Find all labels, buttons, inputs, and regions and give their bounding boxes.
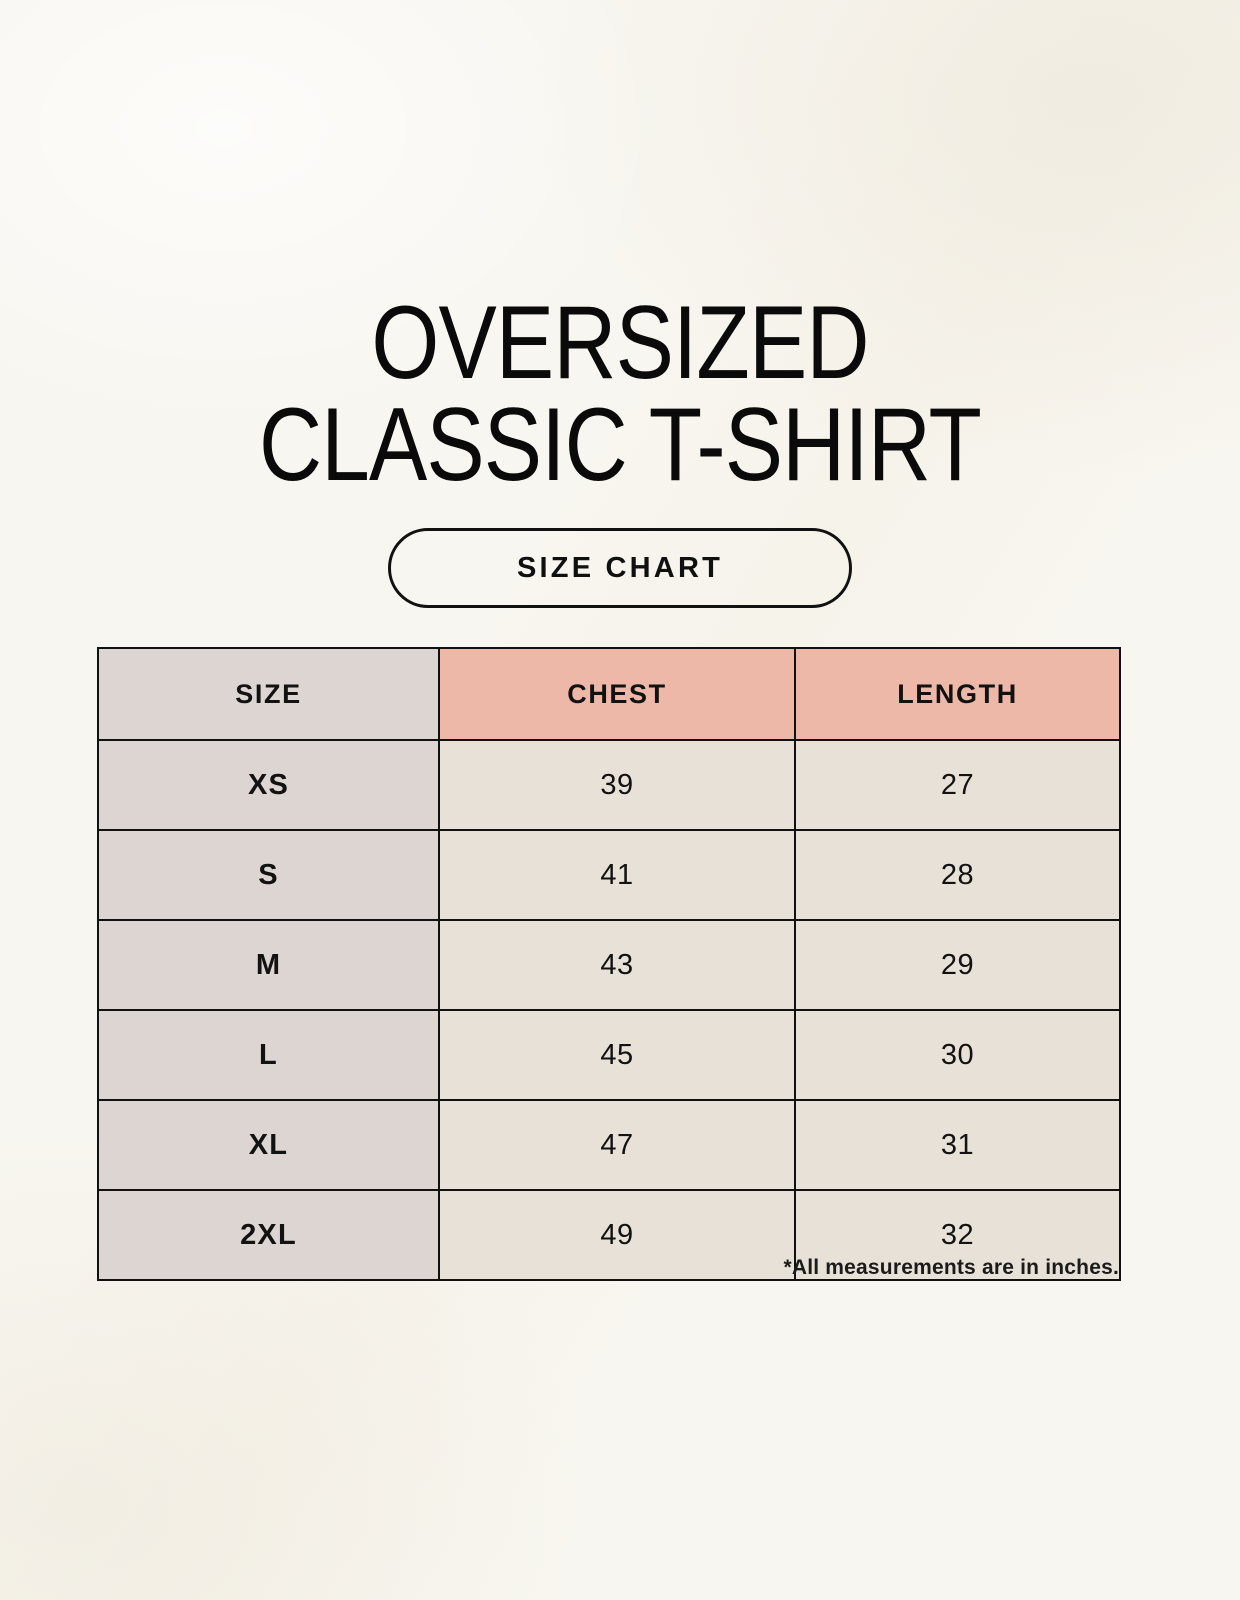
cell-length: 27 [794, 739, 1121, 831]
cell-chest: 47 [438, 1099, 796, 1191]
cell-length: 31 [794, 1099, 1121, 1191]
measurement-footnote: *All measurements are in inches. [783, 1256, 1119, 1279]
page-title: OVERSIZED CLASSIC T-SHIRT [0, 285, 1240, 503]
cell-chest: 43 [438, 919, 796, 1011]
cell-chest: 45 [438, 1009, 796, 1101]
column-header-chest: CHEST [438, 647, 796, 741]
cell-chest: 39 [438, 739, 796, 831]
cell-size: S [97, 829, 440, 921]
cell-size: 2XL [97, 1189, 440, 1281]
column-header-size: SIZE [97, 647, 440, 741]
cell-length: 30 [794, 1009, 1121, 1101]
badge-container: SIZE CHART [0, 528, 1240, 608]
size-table: SIZE CHEST LENGTH XS 39 27 S 41 28 M [97, 647, 1121, 1281]
size-table-body: XS 39 27 S 41 28 M 43 29 L 45 30 [97, 739, 1121, 1281]
table-row: M 43 29 [97, 919, 1121, 1011]
cell-size: M [97, 919, 440, 1011]
size-table-header: SIZE CHEST LENGTH [97, 647, 1121, 741]
table-row: XS 39 27 [97, 739, 1121, 831]
cell-chest: 49 [438, 1189, 796, 1281]
title-line-2: CLASSIC T-SHIRT [258, 386, 982, 503]
size-chart-badge: SIZE CHART [388, 528, 852, 608]
cell-size: XL [97, 1099, 440, 1191]
table-row: XL 47 31 [97, 1099, 1121, 1191]
cell-chest: 41 [438, 829, 796, 921]
title-line-1: OVERSIZED [371, 285, 869, 401]
cell-length: 28 [794, 829, 1121, 921]
cell-size: L [97, 1009, 440, 1101]
cell-length: 32 [794, 1189, 1121, 1281]
cell-size: XS [97, 739, 440, 831]
table-row: S 41 28 [97, 829, 1121, 921]
column-header-length: LENGTH [794, 647, 1121, 741]
table-row: 2XL 49 32 [97, 1189, 1121, 1281]
table-row: L 45 30 [97, 1009, 1121, 1101]
size-table-container: SIZE CHEST LENGTH XS 39 27 S 41 28 M [97, 647, 1121, 1281]
cell-length: 29 [794, 919, 1121, 1011]
table-header-row: SIZE CHEST LENGTH [97, 647, 1121, 741]
